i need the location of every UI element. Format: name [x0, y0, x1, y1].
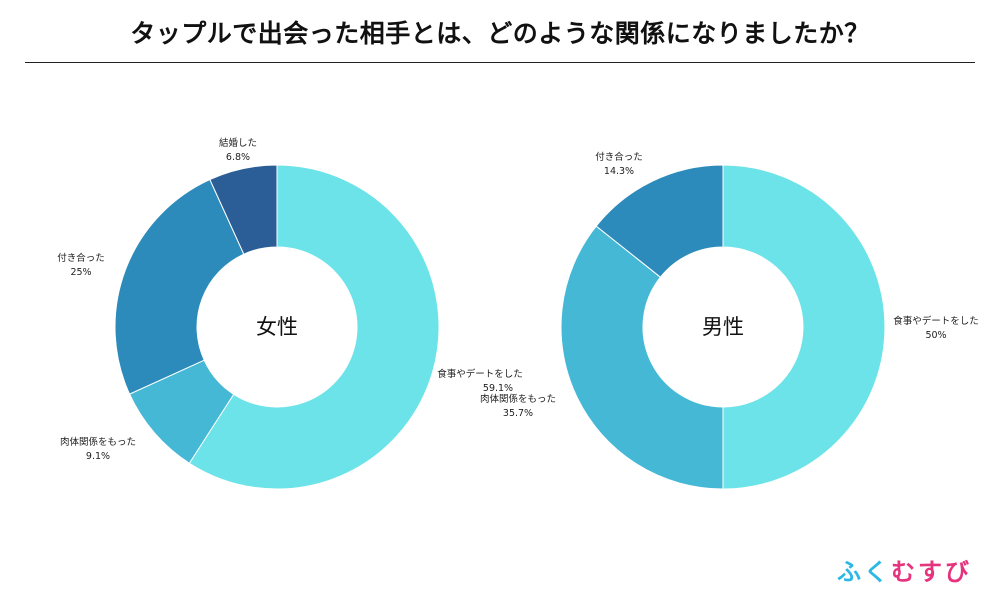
value-male-dating: 14.3% — [604, 166, 634, 177]
donut-male: 男性 食事やデートをした 50% 肉体関係をもった 35.7% 付き合った 14… — [480, 151, 979, 490]
page-title: タップルで出会った相手とは、どのような関係になりましたか？ — [130, 19, 870, 48]
logo-char: く — [864, 558, 891, 586]
value-female-dating: 25% — [70, 267, 91, 278]
logo-char: む — [891, 558, 918, 586]
donut-slice-male-1 — [560, 225, 724, 490]
title-divider — [25, 62, 975, 63]
label-male-dining: 食事やデートをした — [893, 315, 979, 327]
center-label-female: 女性 — [256, 315, 298, 339]
logo-char: す — [918, 558, 945, 586]
label-female-dating: 付き合った — [57, 252, 105, 264]
donut-slice-female-0 — [188, 164, 440, 490]
donut-slice-male-2 — [595, 164, 724, 278]
brand-logo: ふくむすび — [837, 552, 972, 587]
donut-slice-male-0 — [722, 164, 886, 490]
value-male-dining: 50% — [925, 330, 946, 341]
donut-slice-female-2 — [114, 178, 245, 395]
logo-char: び — [945, 558, 972, 586]
center-label-male: 男性 — [702, 315, 744, 339]
value-female-physical: 9.1% — [86, 451, 110, 462]
donut-female: 女性 食事やデートをした 59.1% 肉体関係をもった 9.1% 付き合った 2… — [57, 137, 523, 490]
value-male-physical: 35.7% — [503, 408, 533, 419]
label-male-physical: 肉体関係をもった — [480, 393, 556, 405]
label-male-dating: 付き合った — [595, 151, 643, 163]
donut-slice-female-3 — [209, 164, 278, 255]
logo-char: ふ — [837, 558, 864, 586]
value-female-married: 6.8% — [226, 152, 250, 163]
label-female-married: 結婚した — [219, 137, 257, 149]
label-female-dining: 食事やデートをした — [437, 368, 523, 380]
label-female-physical: 肉体関係をもった — [60, 436, 136, 448]
value-female-dining: 59.1% — [483, 383, 513, 394]
